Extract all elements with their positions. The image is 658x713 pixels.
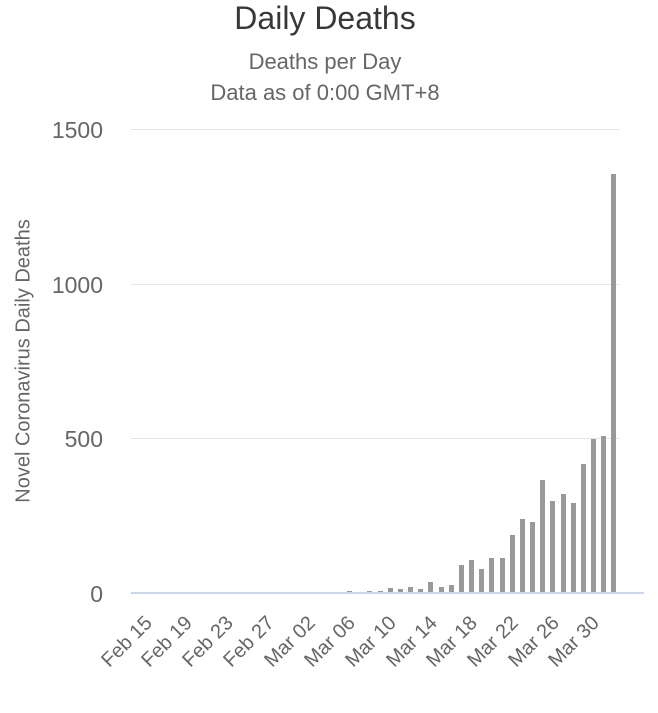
- bar-mar-29[interactable]: [570, 502, 576, 593]
- bar-mar-15[interactable]: [428, 581, 434, 593]
- chart-title: Daily Deaths: [234, 0, 416, 36]
- bar-mar-28[interactable]: [560, 494, 566, 593]
- bar-mar-25[interactable]: [530, 521, 536, 593]
- y-tick-label-500: 500: [64, 426, 103, 453]
- x-axis-line: [131, 592, 644, 594]
- gridline-500: [131, 438, 620, 440]
- y-tick-label-0: 0: [90, 581, 103, 607]
- bar-mar-26[interactable]: [540, 480, 546, 593]
- bar-apr-01[interactable]: [601, 435, 607, 593]
- y-axis-title: Novel Coronavirus Daily Deaths: [12, 219, 35, 503]
- y-tick-label-1000: 1000: [51, 271, 103, 298]
- gridline-1000: [131, 283, 620, 285]
- bar-mar-17[interactable]: [448, 584, 454, 593]
- bar-mar-18[interactable]: [458, 565, 464, 593]
- bar-mar-30[interactable]: [580, 463, 586, 593]
- y-tick-label-1500: 1500: [51, 117, 103, 143]
- bar-mar-21[interactable]: [489, 558, 495, 593]
- chart-subtitle-line2: Data as of 0:00 GMT+8: [210, 80, 440, 105]
- bar-mar-31[interactable]: [591, 438, 597, 593]
- bar-mar-13[interactable]: [408, 587, 414, 593]
- chart-subtitle: Deaths per Day Data as of 0:00 GMT+8: [0, 46, 650, 108]
- bar-mar-07[interactable]: [347, 590, 353, 593]
- chart-subtitle-line1: Deaths per Day: [248, 49, 402, 74]
- bar-mar-11[interactable]: [387, 588, 393, 593]
- bar-mar-19[interactable]: [469, 559, 475, 593]
- bar-mar-10[interactable]: [377, 590, 383, 593]
- bar-mar-16[interactable]: [438, 586, 444, 593]
- bar-mar-20[interactable]: [479, 568, 485, 593]
- bar-mar-24[interactable]: [519, 518, 525, 593]
- bar-mar-23[interactable]: [509, 535, 515, 593]
- bar-mar-27[interactable]: [550, 500, 556, 593]
- bar-mar-14[interactable]: [418, 589, 424, 593]
- bar-mar-12[interactable]: [397, 588, 403, 593]
- bar-mar-22[interactable]: [499, 558, 505, 593]
- gridline-1500: [131, 129, 620, 130]
- bar-apr-02[interactable]: [611, 173, 617, 593]
